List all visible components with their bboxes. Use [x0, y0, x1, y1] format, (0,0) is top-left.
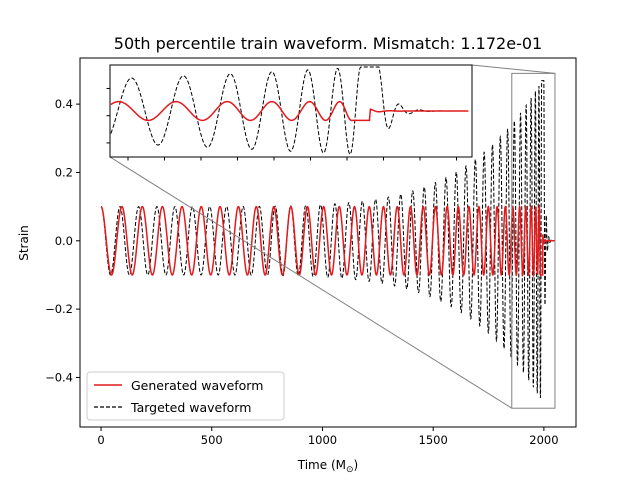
x-axis-label: Time (M⊙) — [297, 458, 358, 475]
series-line-generated — [100, 204, 555, 278]
legend-label-targeted: Targeted waveform — [130, 400, 251, 415]
zoom-indicator — [109, 64, 556, 409]
inset-frame — [109, 64, 473, 158]
y-tick-label: 0.4 — [55, 97, 73, 111]
inset-series-line-generated — [110, 100, 469, 122]
x-axis-label-close: ) — [354, 458, 359, 472]
inset-plot — [106, 64, 473, 161]
legend: Generated waveform Targeted waveform — [86, 371, 285, 421]
x-tick-label: 0 — [97, 433, 104, 447]
y-tick-label: 0.2 — [55, 165, 73, 179]
main-ticks: 0 500 1000 1500 2000 −0.4 −0.2 0.0 0.2 0.4 — [45, 97, 558, 447]
x-axis-label-main: Time (M — [297, 458, 346, 472]
inset-lines — [110, 66, 469, 155]
main-axes-frame — [79, 57, 577, 428]
inset-ticks — [106, 87, 457, 161]
series-line-targeted — [100, 80, 555, 398]
zoom-rectangle — [511, 72, 556, 409]
main-lines — [100, 80, 555, 398]
legend-label-generated: Generated waveform — [131, 378, 263, 393]
inset-series-line-targeted — [110, 66, 469, 155]
x-tick-label: 1500 — [419, 433, 448, 447]
x-tick-label: 1000 — [308, 433, 337, 447]
y-tick-label: −0.2 — [45, 302, 73, 316]
main-plot: 0 500 1000 1500 2000 −0.4 −0.2 0.0 0.2 0.4 — [45, 57, 577, 447]
y-tick-label: −0.4 — [45, 370, 73, 384]
zoom-connector-top — [471, 64, 556, 74]
chart-title: 50th percentile train waveform. Mismatch… — [114, 34, 542, 53]
x-tick-label: 500 — [201, 433, 223, 447]
y-tick-label: 0.0 — [55, 234, 73, 248]
zoom-connector-bottom — [109, 156, 513, 409]
y-axis-label: Strain — [17, 225, 31, 261]
x-axis-label-subscript: ⊙ — [346, 465, 354, 475]
legend-box — [86, 371, 285, 421]
x-tick-label: 2000 — [529, 433, 558, 447]
